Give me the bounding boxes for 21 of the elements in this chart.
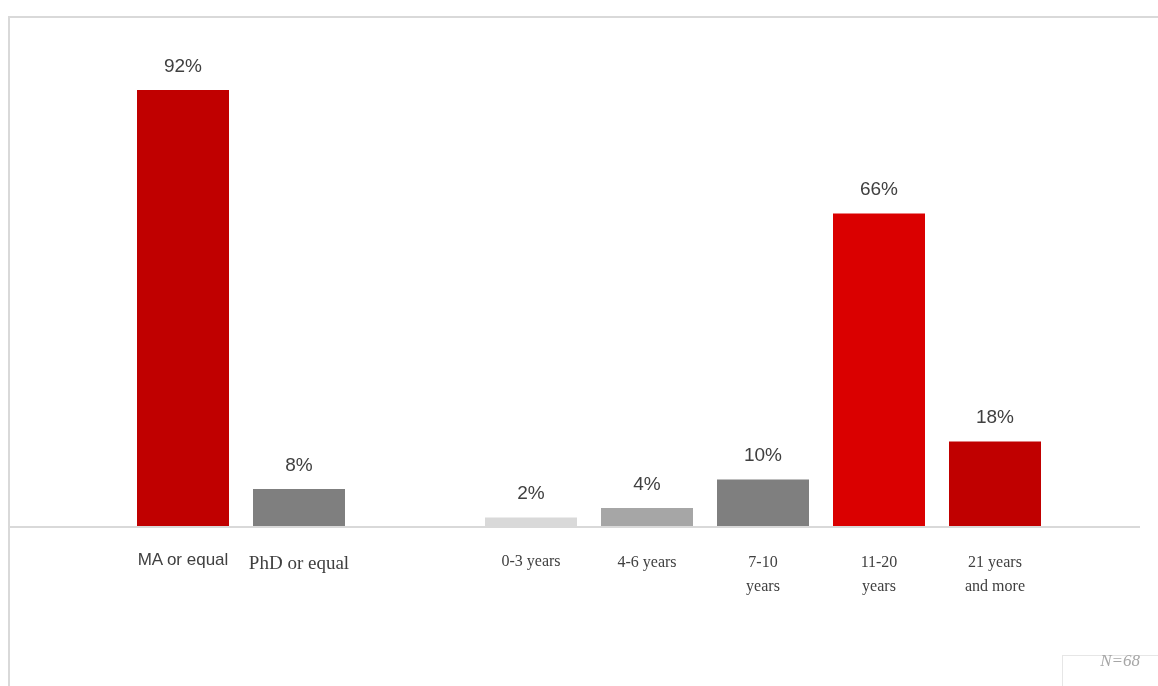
bar	[949, 441, 1041, 527]
x-tick-label: 11-20 years	[860, 552, 898, 595]
x-tick-label: 4-6 years	[617, 552, 677, 571]
data-label: 18%	[975, 406, 1015, 427]
data-label: 2%	[517, 482, 545, 503]
text: N=68	[1100, 650, 1140, 672]
x-tick-label: 0-3 years	[501, 551, 561, 570]
data-label: 66%	[859, 178, 899, 199]
data-label: 92%	[163, 54, 203, 76]
x-tick-label: PhD or equal	[248, 551, 350, 573]
bar	[253, 489, 345, 527]
bar	[137, 90, 229, 527]
data-label: 10%	[743, 444, 783, 465]
x-tick-label: MA or equal	[137, 549, 229, 569]
bar	[601, 508, 693, 527]
bar	[833, 213, 925, 527]
x-tick-label: 7-10 years	[746, 552, 780, 595]
bar	[717, 479, 809, 527]
x-tick-label: 21 years and more	[965, 552, 1025, 594]
data-label: 8%	[285, 453, 313, 475]
data-label: 4%	[633, 472, 661, 494]
